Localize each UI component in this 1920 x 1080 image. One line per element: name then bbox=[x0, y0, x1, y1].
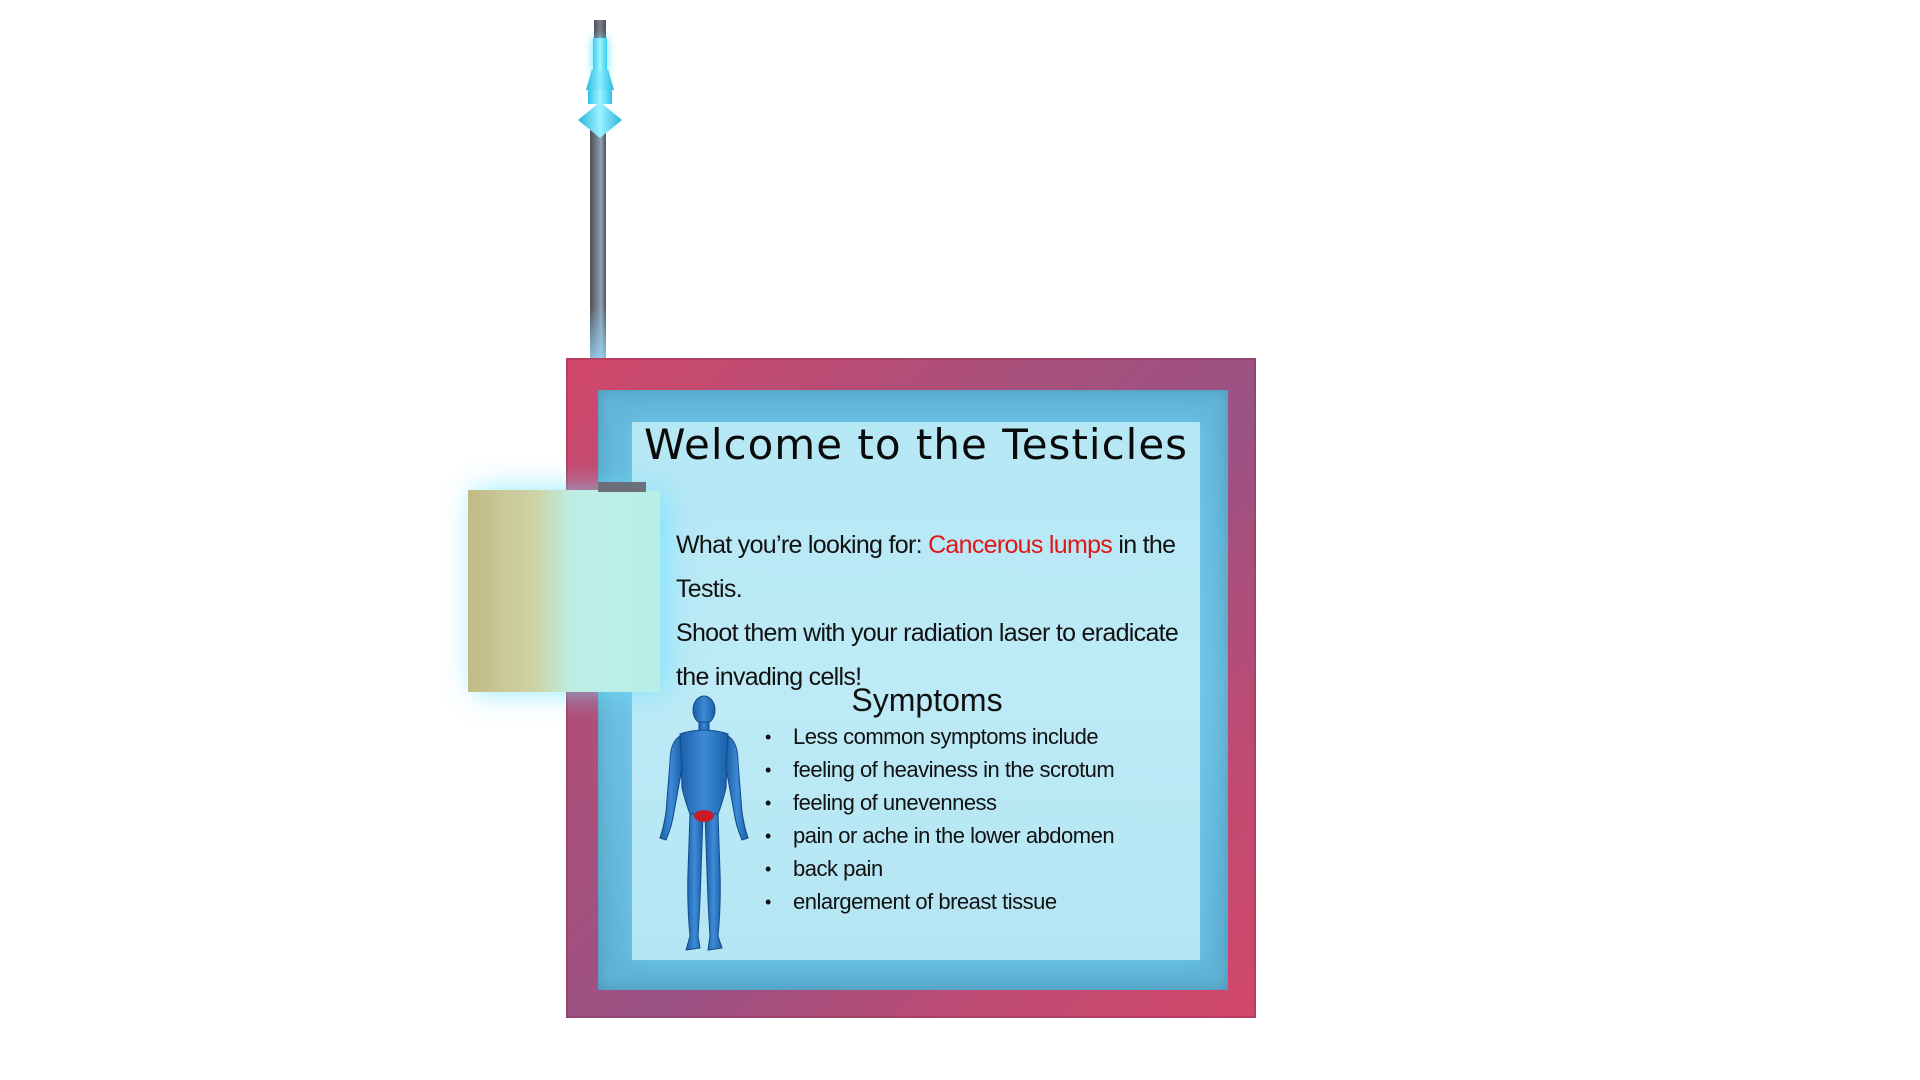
symptom-text: Less common symptoms include bbox=[793, 724, 1099, 749]
mission-text: What you’re looking for: Cancerous lumps… bbox=[676, 523, 1216, 699]
mission-tail: in the Testis. bbox=[676, 531, 1176, 603]
mission-target-highlight: Cancerous lumps bbox=[928, 531, 1113, 559]
bullet-icon: • bbox=[765, 892, 771, 912]
symptom-text: feeling of heaviness in the scrotum bbox=[793, 757, 1115, 782]
antenna-tip bbox=[594, 20, 606, 40]
mission-target-line: What you’re looking for: Cancerous lumps… bbox=[676, 523, 1216, 611]
mission-instruction: Shoot them with your radiation laser to … bbox=[676, 619, 1179, 691]
symptoms-heading: Symptoms bbox=[851, 682, 1003, 718]
list-item: • pain or ache in the lower abdomen bbox=[765, 821, 1115, 854]
side-block-connector bbox=[598, 482, 646, 492]
list-item: • feeling of heaviness in the scrotum bbox=[765, 755, 1115, 788]
list-item: • Less common symptoms include bbox=[765, 722, 1114, 755]
antenna-glow-collar bbox=[588, 90, 612, 104]
affected-area-marker bbox=[694, 810, 714, 822]
laser-antenna-icon bbox=[578, 102, 622, 138]
human-body-icon bbox=[659, 695, 749, 951]
bullet-icon: • bbox=[765, 760, 771, 780]
symptom-text: feeling of unevenness bbox=[793, 790, 997, 815]
bullet-icon: • bbox=[765, 826, 771, 846]
symptom-text: enlargement of breast tissue bbox=[793, 889, 1057, 914]
bullet-icon: • bbox=[765, 793, 771, 813]
side-block bbox=[468, 490, 660, 692]
page-title: Welcome to the Testicles bbox=[643, 420, 1189, 469]
symptom-text: back pain bbox=[793, 856, 883, 881]
symptoms-list: • Less common symptoms include • feeling o… bbox=[765, 722, 1115, 920]
antenna-pole bbox=[590, 130, 606, 365]
mission-lead: What you’re looking for: bbox=[676, 531, 929, 559]
info-board-panel bbox=[632, 422, 1200, 960]
list-item: • enlargement of breast tissue bbox=[765, 887, 1114, 920]
list-item: • back pain bbox=[765, 854, 1114, 887]
antenna-glow-core bbox=[593, 38, 607, 72]
list-item: • feeling of unevenness bbox=[765, 788, 1114, 821]
bullet-icon: • bbox=[765, 727, 771, 747]
symptom-text: pain or ache in the lower abdomen bbox=[793, 823, 1115, 848]
bullet-icon: • bbox=[765, 859, 771, 879]
antenna-glow-ring bbox=[586, 70, 614, 90]
